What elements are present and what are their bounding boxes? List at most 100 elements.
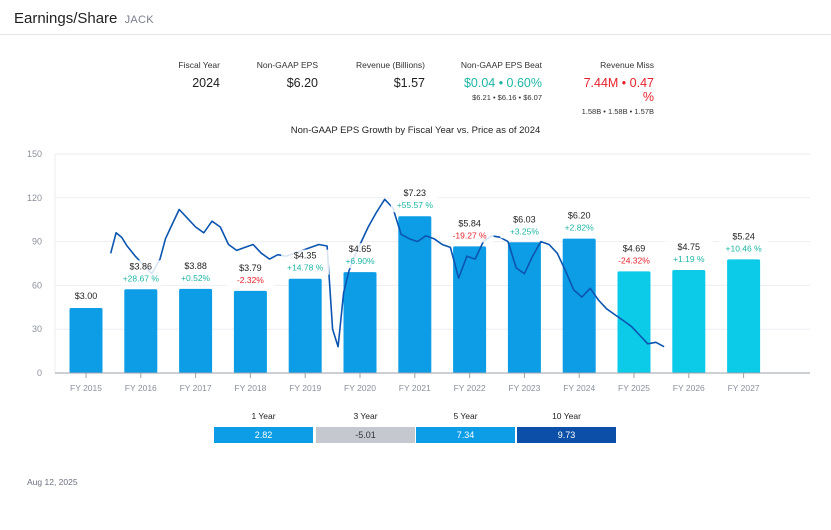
chart-title: Non-GAAP EPS Growth by Fiscal Year vs. P…	[290, 125, 541, 136]
eps-growth-label: -2.32%	[237, 275, 264, 285]
stat-value: $6.20	[286, 76, 318, 90]
x-tick-label: FY 2021	[399, 383, 431, 393]
x-tick-label: FY 2024	[563, 383, 595, 393]
eps-growth-label: +1.19 %	[673, 254, 705, 264]
period-3-year: 3 Year -5.01	[316, 411, 415, 443]
eps-growth-label: +28.67 %	[123, 273, 160, 283]
x-tick-label: FY 2025	[618, 383, 650, 393]
eps-value-label: $4.35	[294, 251, 317, 261]
label-background	[171, 259, 220, 285]
label-background	[445, 217, 494, 243]
eps-value-label: $3.79	[239, 263, 262, 273]
eps-bar	[288, 278, 322, 373]
eps-bars	[69, 216, 761, 373]
stat-sub: $6.21 • $6.16 • $6.07	[472, 93, 542, 102]
eps-chart: 0 30 60 90 120 150 $3.00 $3.86 +28.67 % $3.88 +0.…	[27, 149, 810, 393]
eps-bar	[617, 271, 651, 373]
label-background	[281, 249, 330, 275]
x-tick-label: FY 2019	[289, 383, 321, 393]
period-10-year: 10 Year 9.73	[517, 411, 616, 443]
x-axis: FY 2015 FY 2016 FY 2017 FY 2018 FY 2019 FY 20…	[55, 372, 810, 393]
y-tick-label: 120	[27, 193, 42, 203]
page-title: Earnings/Share JACK	[14, 10, 154, 27]
period-5-year: 5 Year 7.34	[416, 411, 515, 443]
eps-value-label: $3.88	[184, 261, 207, 271]
x-tick-label: FY 2020	[344, 383, 376, 393]
stat-value: 7.44M • 0.47 %	[583, 76, 654, 104]
period-label: 10 Year	[552, 411, 581, 421]
period-value: 2.82	[214, 427, 313, 443]
page-header: Earnings/Share JACK	[0, 0, 831, 35]
x-tick-label: FY 2023	[508, 383, 540, 393]
eps-bar	[179, 288, 213, 373]
stat-label: Fiscal Year	[178, 60, 220, 70]
eps-value-label: $7.23	[404, 188, 427, 198]
eps-value-label: $4.65	[349, 244, 372, 254]
period-1-year: 1 Year 2.82	[214, 411, 313, 443]
eps-value-label: $6.20	[568, 211, 591, 221]
period-value: 9.73	[517, 427, 616, 443]
label-background	[555, 209, 604, 235]
stat-eps-beat: Non-GAAP EPS Beat $0.04 • 0.60% $6.21 • …	[450, 60, 542, 102]
label-background	[336, 243, 384, 269]
x-tick-label: FY 2027	[728, 383, 760, 393]
eps-growth-label: +6.90%	[345, 256, 375, 266]
eps-bar	[453, 246, 487, 373]
label-background	[500, 213, 549, 239]
period-label: 1 Year	[251, 411, 276, 421]
stat-revenue-miss: Revenue Miss 7.44M • 0.47 % 1.58B • 1.58…	[570, 60, 654, 116]
eps-bar	[672, 270, 706, 373]
y-axis-ticks: 0 30 60 90 120 150	[27, 149, 42, 378]
eps-bar	[727, 259, 761, 373]
period-value: 7.34	[416, 427, 515, 443]
label-background	[390, 187, 439, 213]
y-tick-label: 150	[27, 149, 42, 159]
stat-sub: 1.58B • 1.58B • 1.57B	[581, 107, 654, 116]
x-tick-label: FY 2015	[70, 383, 102, 393]
label-background	[719, 230, 768, 256]
eps-growth-label: -24.32%	[618, 255, 650, 265]
eps-growth-label: +55.57 %	[397, 200, 434, 210]
stat-label: Non-GAAP EPS Beat	[460, 60, 542, 70]
period-value: -5.01	[316, 427, 415, 443]
y-tick-label: 30	[32, 324, 42, 334]
price-line	[109, 198, 665, 348]
x-tick-label: FY 2018	[234, 383, 266, 393]
label-background	[610, 242, 658, 268]
y-tick-label: 0	[37, 368, 42, 378]
eps-growth-label: +10.46 %	[726, 243, 763, 253]
y-tick-label: 60	[32, 280, 42, 290]
stat-label: Non-GAAP EPS	[256, 60, 318, 70]
eps-growth-label: +14.78 %	[287, 263, 324, 273]
label-background	[116, 260, 165, 286]
y-tick-label: 90	[32, 237, 42, 247]
eps-value-label: $5.84	[458, 218, 481, 228]
period-label: 5 Year	[453, 411, 478, 421]
eps-bar	[69, 307, 103, 373]
stat-revenue: Revenue (Billions) $1.57	[335, 60, 425, 90]
stat-label: Revenue (Billions)	[356, 60, 425, 70]
x-tick-label: FY 2016	[125, 383, 157, 393]
eps-value-label: $4.69	[623, 243, 646, 253]
eps-bar	[343, 272, 377, 373]
label-background	[226, 261, 275, 287]
bar-labels: $3.00 $3.86 +28.67 % $3.88 +0.52% $3.79 -2.32%…	[62, 187, 768, 302]
stat-value: $0.04 • 0.60%	[463, 76, 542, 90]
stat-eps: Non-GAAP EPS $6.20	[240, 60, 318, 90]
stat-value: 2024	[192, 76, 220, 90]
title-text: Earnings/Share	[14, 10, 118, 27]
eps-bar	[507, 242, 541, 373]
eps-bar	[233, 290, 267, 373]
eps-value-label: $3.00	[75, 291, 98, 301]
eps-growth-label: +2.82%	[565, 223, 595, 233]
eps-value-label: $6.03	[513, 214, 536, 224]
x-tick-label: FY 2026	[673, 383, 705, 393]
eps-value-label: $4.75	[678, 242, 701, 252]
eps-bar	[124, 289, 158, 373]
x-tick-label: FY 2017	[180, 383, 212, 393]
label-background	[664, 241, 713, 267]
stat-value: $1.57	[393, 76, 425, 90]
stat-fiscal-year: Fiscal Year 2024	[170, 60, 220, 90]
eps-value-label: $3.86	[130, 261, 153, 271]
x-tick-label: FY 2022	[454, 383, 486, 393]
